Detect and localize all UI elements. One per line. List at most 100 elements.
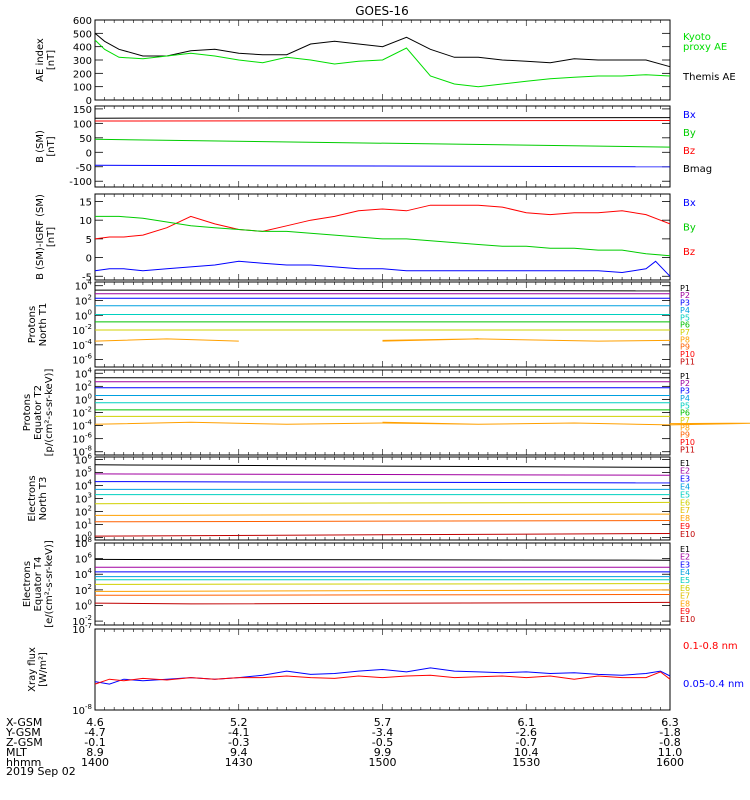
legend-label: E1	[680, 459, 690, 468]
axis-value: -3.4	[372, 726, 393, 739]
legend-label: P9	[680, 343, 690, 352]
series-line-p8	[94, 338, 671, 342]
plot-title: GOES-16	[355, 4, 409, 18]
date-label: 2019 Sep 02	[6, 765, 76, 778]
series-line-p8	[94, 421, 750, 426]
y-tick-label: 100	[73, 83, 92, 94]
y-tick-label: 104	[75, 479, 93, 493]
y-tick-label: 106	[75, 552, 93, 566]
series-line-e1	[94, 464, 671, 468]
y-tick-label: 0	[86, 254, 92, 265]
series-line-e6	[94, 501, 671, 505]
legend-label: P3	[680, 387, 690, 396]
y-axis-label: Equator T4	[33, 557, 44, 612]
y-tick-label: 15	[79, 197, 92, 208]
y-tick-label: 104	[75, 366, 93, 380]
axis-value: -0.1	[84, 736, 105, 749]
y-axis-label: AE index	[35, 38, 46, 82]
axis-value: 6.3	[661, 716, 679, 729]
axis-value: 8.9	[86, 746, 104, 759]
y-tick-label: 400	[73, 43, 92, 54]
series-line-by	[94, 138, 671, 148]
y-tick-label: 10-7	[72, 622, 92, 636]
y-tick-label: 104	[75, 567, 93, 581]
panel-frame	[94, 369, 671, 456]
y-tick-label: 10-4	[72, 338, 92, 352]
series-line-e7	[94, 513, 671, 516]
axis-row-label: hhmm	[6, 756, 41, 769]
y-axis-label: [e/(cm²-s-sr-keV)]	[44, 540, 55, 628]
axis-row-label: Z-GSM	[6, 736, 43, 749]
y-tick-label: 102	[75, 379, 92, 393]
legend-label: E6	[680, 584, 690, 593]
legend-label: E4	[680, 568, 690, 577]
axis-value: -2.6	[516, 726, 537, 739]
y-tick-label: 0	[86, 96, 92, 107]
legend-label: P6	[680, 321, 690, 330]
legend-label: E1	[680, 545, 690, 554]
axis-value: -0.8	[659, 736, 680, 749]
y-tick-label: 102	[75, 583, 92, 597]
y-axis-label: Electrons	[22, 561, 33, 607]
legend-label: E4	[680, 483, 690, 492]
y-tick-label: 100	[73, 119, 92, 130]
axis-row-label: MLT	[6, 746, 27, 759]
y-tick-label: 300	[73, 56, 92, 67]
series-line-kyoto-proxy-ae	[94, 39, 671, 88]
legend-label: Bmag	[683, 164, 712, 175]
series-line-themis-ae	[94, 32, 671, 68]
axis-value: 1430	[225, 756, 253, 769]
axis-value: -0.7	[516, 736, 537, 749]
series-line-e2	[94, 473, 671, 476]
legend-label: E3	[680, 560, 690, 569]
axis-value: -4.7	[84, 726, 105, 739]
panel-1: 600 500 400 300 200 100 0 AE index [nT] Kyotoprox…	[35, 16, 736, 107]
axis-value: 5.7	[374, 716, 392, 729]
legend-label: P4	[680, 306, 690, 315]
series-line-by	[95, 215, 671, 257]
legend-label: proxy AE	[683, 42, 727, 53]
legend-label: E9	[680, 522, 690, 531]
legend-label: Themis AE	[682, 72, 736, 83]
legend-label: Kyoto	[683, 32, 711, 43]
series-line-e1	[94, 558, 671, 561]
y-axis-label: [W/m²]	[38, 652, 49, 687]
legend-label: Bz	[683, 247, 695, 258]
legend-label: P1	[680, 284, 690, 293]
y-axis-label: Xray flux	[27, 647, 38, 692]
y-tick-label: 50	[79, 134, 92, 145]
legend-label: By	[683, 128, 696, 139]
legend-label: 0.1-0.8 nm	[683, 641, 738, 652]
legend-label: P8	[680, 423, 690, 432]
axis-value: 9.4	[230, 746, 248, 759]
y-tick-label: 10-6	[72, 353, 92, 367]
axis-value: 1400	[81, 756, 109, 769]
legend-label: P7	[680, 416, 690, 425]
legend-label: E8	[680, 599, 690, 608]
series-line-e9	[94, 601, 671, 605]
y-tick-label: 5	[86, 235, 92, 246]
y-tick-label: 10-6	[72, 432, 92, 446]
series-line-e6	[94, 583, 671, 585]
y-axis-label: [nT]	[46, 136, 57, 156]
legend-label: E6	[680, 498, 690, 507]
y-axis-label: Equator T2	[33, 385, 44, 440]
y-tick-label: 105	[75, 466, 92, 480]
legend-label: E10	[680, 615, 695, 624]
series-line-e8	[94, 520, 671, 523]
series-line-bz	[94, 120, 671, 122]
panel-3: 15 10 5 0 -5 B (SM)-IGRF (SM) [nT] Bx By Bz	[35, 193, 696, 283]
axis-value: 1530	[512, 756, 540, 769]
y-tick-label: 10-2	[72, 323, 92, 337]
panel-frame	[94, 193, 671, 281]
legend-label: P10	[680, 350, 695, 359]
y-axis-label: North T1	[38, 303, 49, 347]
axis-value: 1600	[656, 756, 684, 769]
y-axis-label: Protons	[27, 306, 38, 343]
legend-label: E7	[680, 506, 690, 515]
